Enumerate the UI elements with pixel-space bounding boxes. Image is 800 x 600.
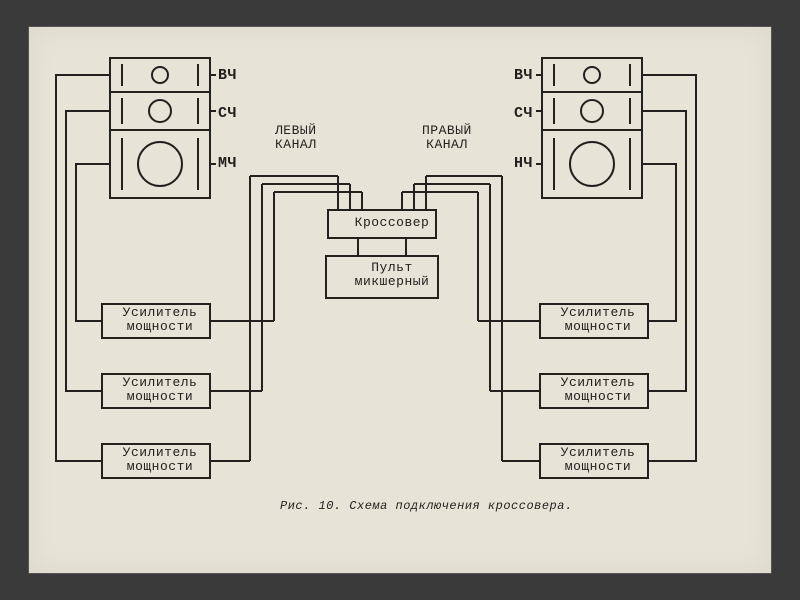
page: ВЧ СЧ МЧ ВЧ СЧ НЧ ЛЕВЫЙ КАНАЛ ПРАВЫЙ КАН…	[0, 0, 800, 600]
diagram-svg	[28, 26, 772, 574]
label-amp-left-0: Усилитель мощности	[106, 306, 214, 333]
label-lf-left: МЧ	[218, 156, 237, 172]
label-amp-right-1: Усилитель мощности	[544, 376, 652, 403]
label-crossover: Кроссовер	[338, 216, 446, 230]
label-amp-left-2: Усилитель мощности	[106, 446, 214, 473]
label-amp-right-2: Усилитель мощности	[544, 446, 652, 473]
label-amp-right-0: Усилитель мощности	[544, 306, 652, 333]
label-right-channel: ПРАВЫЙ КАНАЛ	[422, 124, 472, 151]
label-mf-left: СЧ	[218, 106, 237, 122]
label-mf-right: СЧ	[514, 106, 533, 122]
label-left-channel: ЛЕВЫЙ КАНАЛ	[275, 124, 317, 151]
label-hf-left: ВЧ	[218, 68, 237, 84]
figure-caption: Рис. 10. Схема подключения кроссовера.	[280, 500, 573, 513]
label-lf-right: НЧ	[514, 156, 533, 172]
label-hf-right: ВЧ	[514, 68, 533, 84]
label-amp-left-1: Усилитель мощности	[106, 376, 214, 403]
label-mixer: Пульт микшерный	[336, 261, 448, 288]
